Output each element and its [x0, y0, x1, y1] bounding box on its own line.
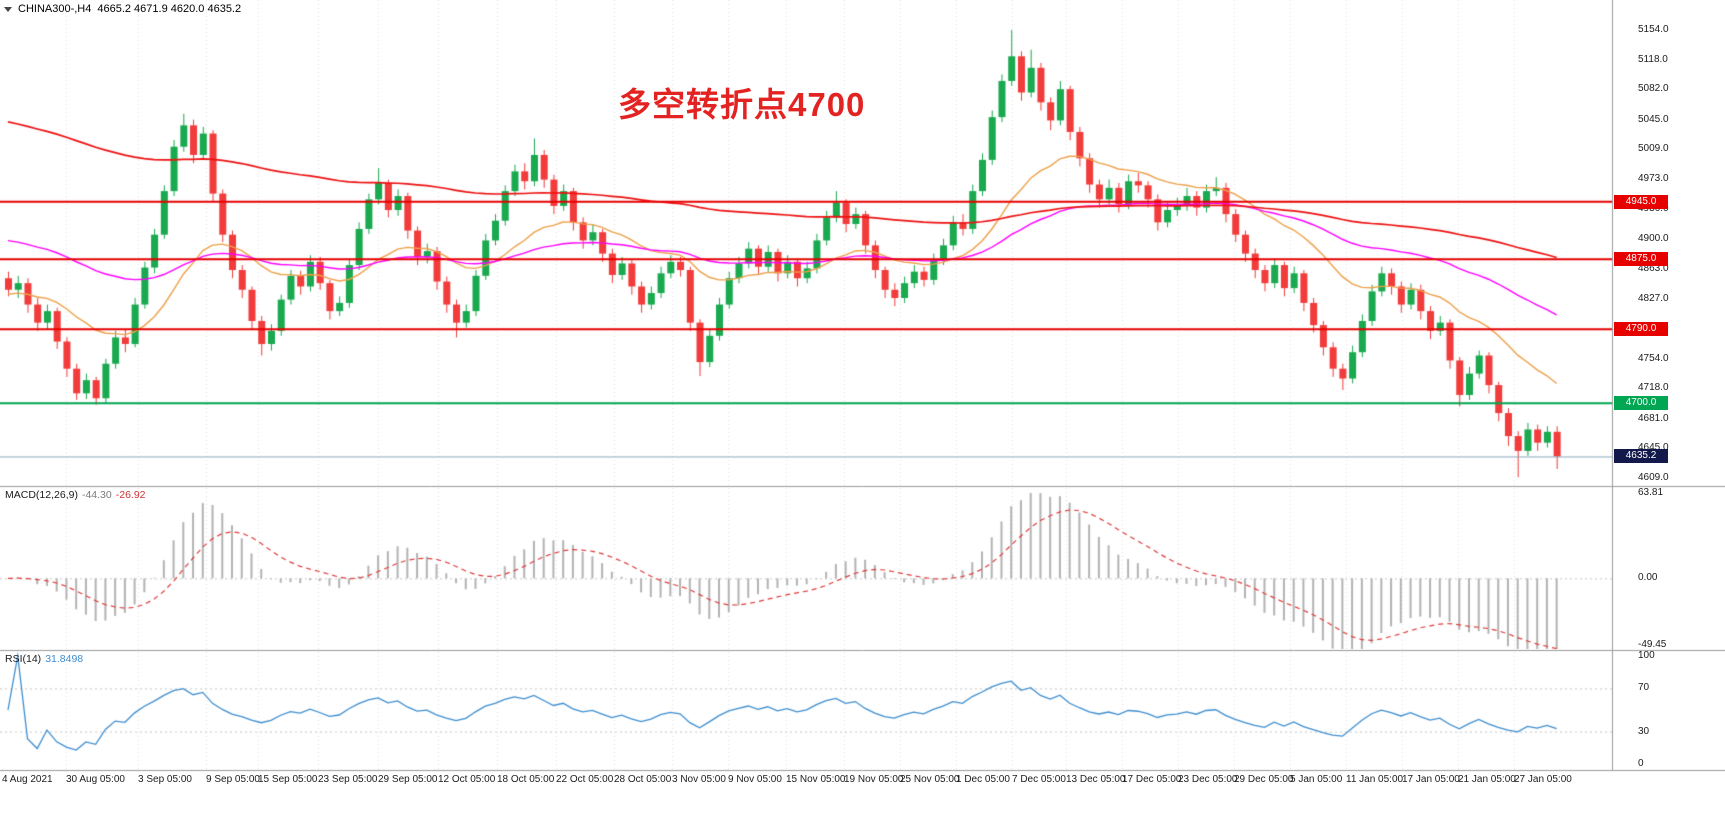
current-price-badge: 4635.2	[1614, 449, 1668, 464]
time-axis-label: 30 Aug 05:00	[66, 774, 125, 785]
rsi-axis[interactable]: 100 70 30 0	[1612, 650, 1725, 770]
macd-signal-value: -26.92	[115, 489, 146, 501]
time-axis-label: 18 Oct 05:00	[497, 774, 555, 785]
time-axis-label: 4 Aug 2021	[2, 774, 53, 785]
macd-indicator-label: MACD(12,26,9) -44.30 -26.92	[5, 489, 146, 501]
time-axis-label: 17 Jan 05:00	[1402, 774, 1460, 785]
time-axis-label: 11 Jan 05:00	[1346, 774, 1404, 785]
time-axis-label: 5 Jan 05:00	[1290, 774, 1343, 785]
price-axis-label: 4900.0	[1638, 232, 1669, 244]
time-axis-label: 23 Sep 05:00	[318, 774, 378, 785]
time-axis-label: 3 Sep 05:00	[138, 774, 192, 785]
time-axis-label: 9 Nov 05:00	[728, 774, 782, 785]
time-axis-label: 13 Dec 05:00	[1066, 774, 1126, 785]
time-axis-label: 29 Sep 05:00	[378, 774, 438, 785]
symbol-ohlc-values: 4665.2 4671.9 4620.0 4635.2	[97, 3, 242, 15]
price-axis-label: 5118.0	[1638, 53, 1668, 65]
macd-axis-label: -49.45	[1638, 638, 1667, 650]
time-axis-label: 12 Oct 05:00	[438, 774, 496, 785]
macd-main-value: -44.30	[81, 489, 112, 501]
price-axis-label: 4609.0	[1638, 472, 1669, 483]
time-axis-label: 1 Dec 05:00	[956, 774, 1010, 785]
price-level-badge: 4875.0	[1614, 252, 1668, 267]
price-axis-label: 5045.0	[1638, 113, 1669, 125]
rsi-label: RSI(14)	[5, 653, 42, 665]
price-axis-label: 5082.0	[1638, 83, 1669, 95]
price-axis[interactable]: 5154.05118.05082.05045.05009.04973.04936…	[1612, 0, 1725, 486]
rsi-axis-label: 30	[1638, 725, 1650, 737]
time-axis-label: 28 Oct 05:00	[614, 774, 672, 785]
time-axis-label: 17 Dec 05:00	[1122, 774, 1182, 785]
time-axis-label: 21 Jan 05:00	[1458, 774, 1516, 785]
price-axis-label: 4718.0	[1638, 382, 1669, 394]
time-axis-label: 23 Dec 05:00	[1178, 774, 1238, 785]
time-axis-label: 7 Dec 05:00	[1012, 774, 1066, 785]
symbol-header: CHINA300-,H4 4665.2 4671.9 4620.0 4635.2	[4, 3, 241, 15]
macd-axis[interactable]: 63.81 0.00 -49.45	[1612, 487, 1725, 650]
price-axis-label: 4645.0	[1638, 442, 1669, 454]
symbol-name: CHINA300-,H4	[18, 3, 92, 15]
rsi-axis-label: 100	[1638, 650, 1655, 661]
price-level-badge: 4700.0	[1614, 396, 1668, 411]
rsi-indicator-label: RSI(14) 31.8498	[5, 653, 83, 665]
time-axis-label: 9 Sep 05:00	[206, 774, 260, 785]
dropdown-arrow-icon	[4, 6, 12, 12]
time-axis-label: 25 Nov 05:00	[900, 774, 960, 785]
time-axis-label: 15 Sep 05:00	[258, 774, 318, 785]
time-axis-label: 27 Jan 05:00	[1514, 774, 1572, 785]
rsi-axis-label: 70	[1638, 682, 1650, 694]
price-axis-label: 4827.0	[1638, 292, 1669, 304]
time-axis[interactable]: 4 Aug 2021 30 Aug 05:00 3 Sep 05:00 9 Sep 0…	[0, 770, 1612, 792]
time-axis-label: 22 Oct 05:00	[556, 774, 614, 785]
time-axis-label: 19 Nov 05:00	[844, 774, 904, 785]
price-level-badge: 4790.0	[1614, 322, 1668, 337]
price-axis-label: 4863.0	[1638, 263, 1669, 275]
macd-axis-label: 0.00	[1638, 572, 1658, 584]
price-axis-label: 5009.0	[1638, 143, 1669, 155]
rsi-value: 31.8498	[45, 653, 84, 665]
time-axis-label: 3 Nov 05:00	[672, 774, 726, 785]
price-axis-label: 4754.0	[1638, 352, 1669, 364]
rsi-axis-label: 0	[1638, 758, 1644, 769]
time-axis-label: 29 Dec 05:00	[1234, 774, 1294, 785]
time-axis-label: 15 Nov 05:00	[786, 774, 846, 785]
macd-label: MACD(12,26,9)	[5, 489, 78, 501]
price-axis-label: 5154.0	[1638, 24, 1669, 35]
price-axis-label: 4681.0	[1638, 412, 1669, 424]
price-axis-label: 4973.0	[1638, 172, 1669, 184]
chart-annotation-text[interactable]: 多空转折点4700	[618, 86, 866, 123]
price-level-badge: 4945.0	[1614, 194, 1668, 209]
macd-axis-label: 63.81	[1638, 486, 1664, 498]
